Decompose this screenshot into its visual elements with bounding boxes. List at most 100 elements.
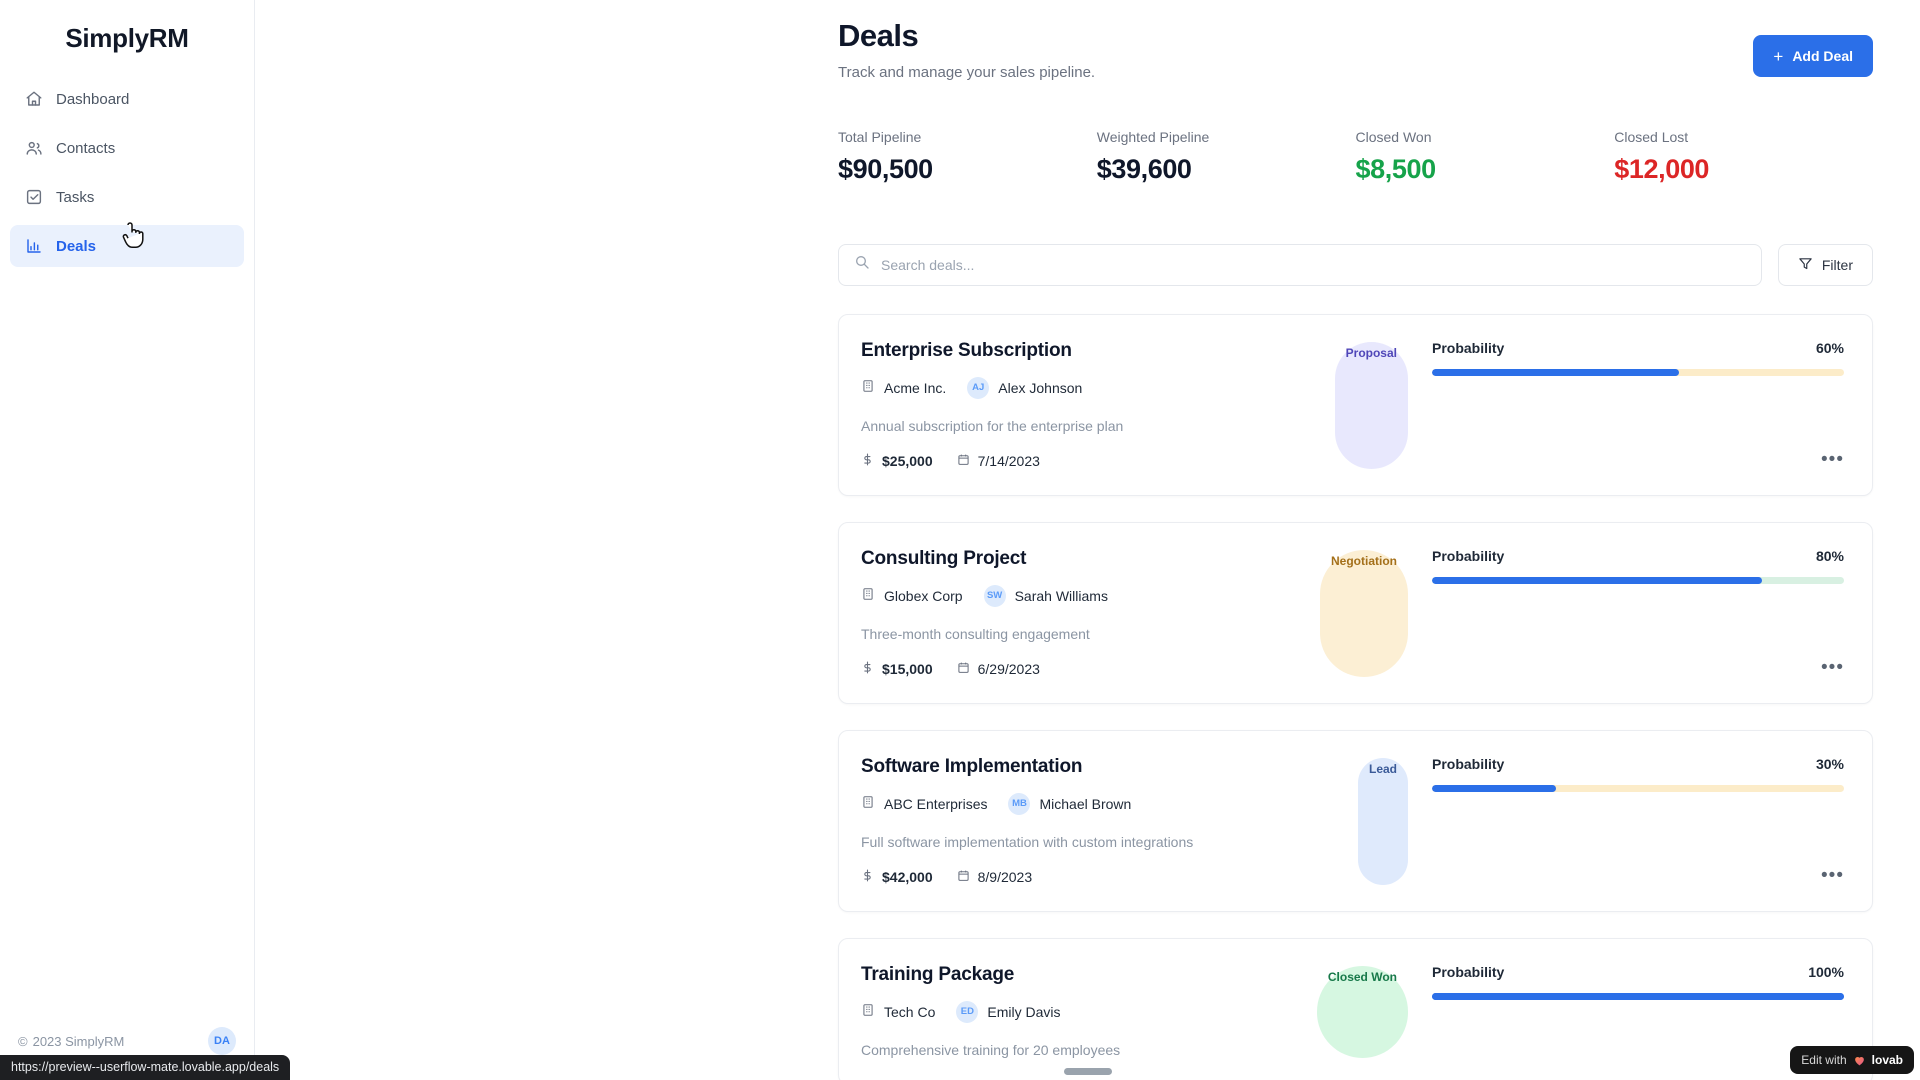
filter-button[interactable]: Filter [1777, 243, 1873, 286]
search-icon [854, 254, 870, 275]
stat-label: Closed Won [1355, 128, 1432, 145]
funnel-icon [1798, 256, 1813, 274]
stat-weighted-pipeline: Weighted Pipeline $39,600 [1097, 129, 1356, 185]
sidebar-item-contacts[interactable]: Contacts [10, 127, 244, 169]
deal-company-name: Globex Corp [884, 587, 963, 604]
probability-value: 80% [1815, 547, 1844, 564]
deal-company: Acme Inc. [861, 379, 946, 396]
deal-date-value: 6/29/2023 [977, 660, 1040, 677]
deal-meta: ABC Enterprises MB Michael Brown [861, 792, 1193, 815]
deal-facts: $42,000 8/9/2023 [861, 869, 1193, 885]
calendar-icon [957, 661, 970, 677]
owner-avatar: AJ [967, 376, 990, 399]
probability-block: Probability 80% ••• [1432, 548, 1844, 677]
building-icon [861, 795, 875, 812]
status-bar-url: https://preview--userflow-mate.lovable.a… [0, 1055, 291, 1080]
search-box[interactable] [838, 243, 1762, 286]
dollar-icon [861, 453, 874, 469]
sidebar-item-dashboard[interactable]: Dashboard [10, 78, 244, 120]
building-icon [861, 587, 875, 604]
bar-chart-icon [24, 237, 43, 256]
deal-card[interactable]: Training Package Tech Co ED Emily Davis [838, 937, 1873, 1080]
deal-card[interactable]: Consulting Project Globex Corp SW Sarah … [838, 521, 1873, 704]
status-badge: Negotiation [1320, 549, 1408, 677]
sidebar-item-tasks[interactable]: Tasks [10, 176, 244, 218]
page-header: Deals Track and manage your sales pipeli… [838, 18, 1873, 81]
probability-fill [1432, 992, 1844, 1000]
sidebar: SimplyRM Dashboard Contacts Tasks [0, 0, 255, 1080]
add-deal-button[interactable]: + Add Deal [1753, 35, 1873, 77]
plus-icon: + [1773, 46, 1784, 66]
building-icon [861, 379, 875, 396]
deal-meta: Globex Corp SW Sarah Williams [861, 584, 1108, 607]
avatar[interactable]: DA [208, 1027, 236, 1055]
deal-list: Enterprise Subscription Acme Inc. AJ Ale… [838, 313, 1873, 1080]
sidebar-item-label: Contacts [56, 139, 116, 157]
probability-track [1432, 576, 1844, 584]
stat-label: Weighted Pipeline [1096, 128, 1210, 145]
lovable-prefix: Edit with [1801, 1053, 1847, 1067]
deal-company: Globex Corp [861, 587, 963, 604]
copyright: © 2023 SimplyRM [18, 1034, 124, 1049]
calendar-icon [957, 453, 970, 469]
deal-amount-value: $42,000 [882, 868, 933, 885]
deal-amount: $15,000 [861, 661, 933, 677]
owner-avatar: SW [983, 584, 1006, 607]
page-subtitle: Track and manage your sales pipeline. [838, 63, 1096, 81]
deal-company-name: ABC Enterprises [884, 795, 988, 812]
check-square-icon [24, 188, 43, 207]
status-badge: Proposal [1334, 341, 1408, 469]
stat-value: $90,500 [838, 153, 933, 184]
probability-value: 60% [1815, 339, 1844, 356]
more-options-button[interactable]: ••• [1821, 656, 1844, 678]
probability-value: 100% [1808, 963, 1844, 980]
probability-track [1432, 784, 1844, 792]
deal-date-value: 7/14/2023 [977, 452, 1040, 469]
stat-value: $39,600 [1096, 153, 1192, 184]
stat-value: $8,500 [1355, 153, 1437, 184]
copyright-symbol-icon: © [18, 1033, 28, 1049]
deal-meta: Tech Co ED Emily Davis [861, 1000, 1120, 1023]
search-input[interactable] [881, 256, 1746, 273]
sidebar-item-label: Deals [56, 237, 97, 255]
deal-date: 7/14/2023 [957, 453, 1040, 469]
deal-title: Consulting Project [861, 547, 1027, 569]
more-options-button[interactable]: ••• [1821, 864, 1844, 886]
probability-label: Probability [1432, 963, 1505, 980]
lovable-edit-badge[interactable]: Edit with lovab [1790, 1046, 1914, 1074]
deal-date: 6/29/2023 [957, 661, 1040, 677]
deal-amount: $25,000 [861, 453, 933, 469]
deal-title: Enterprise Subscription [861, 339, 1072, 361]
deal-description: Comprehensive training for 20 employees [861, 1041, 1121, 1058]
deal-card[interactable]: Enterprise Subscription Acme Inc. AJ Ale… [838, 313, 1873, 496]
probability-track [1432, 992, 1844, 1000]
users-icon [24, 139, 43, 158]
probability-label: Probability [1432, 755, 1505, 772]
deal-amount-value: $15,000 [882, 660, 933, 677]
stats-row: Total Pipeline $90,500 Weighted Pipeline… [838, 129, 1873, 185]
stat-label: Closed Lost [1614, 128, 1689, 145]
stat-value: $12,000 [1614, 153, 1710, 184]
toolbar: Filter [838, 243, 1873, 286]
lovable-name: lovab [1871, 1053, 1903, 1067]
probability-track [1432, 368, 1844, 376]
stat-closed-lost: Closed Lost $12,000 [1614, 129, 1873, 185]
probability-fill [1432, 576, 1762, 584]
scroll-indicator[interactable] [1063, 1068, 1112, 1075]
deal-owner-name: Michael Brown [1039, 795, 1132, 812]
more-options-button[interactable]: ••• [1821, 448, 1844, 470]
deal-card[interactable]: Software Implementation ABC Enterprises … [838, 729, 1873, 912]
deal-amount-value: $25,000 [882, 452, 933, 469]
deal-company-name: Acme Inc. [884, 379, 947, 396]
deal-date-value: 8/9/2023 [977, 868, 1033, 885]
deal-date: 8/9/2023 [957, 868, 1033, 885]
deal-description: Full software implementation with custom… [861, 833, 1194, 850]
sidebar-item-label: Dashboard [56, 90, 130, 108]
brand-logo: SimplyRM [65, 23, 189, 53]
deal-title: Training Package [861, 963, 1015, 985]
deal-amount: $42,000 [861, 869, 933, 885]
status-badge: Lead [1357, 757, 1408, 885]
sidebar-item-deals[interactable]: Deals [10, 225, 244, 267]
probability-label: Probability [1432, 547, 1505, 564]
